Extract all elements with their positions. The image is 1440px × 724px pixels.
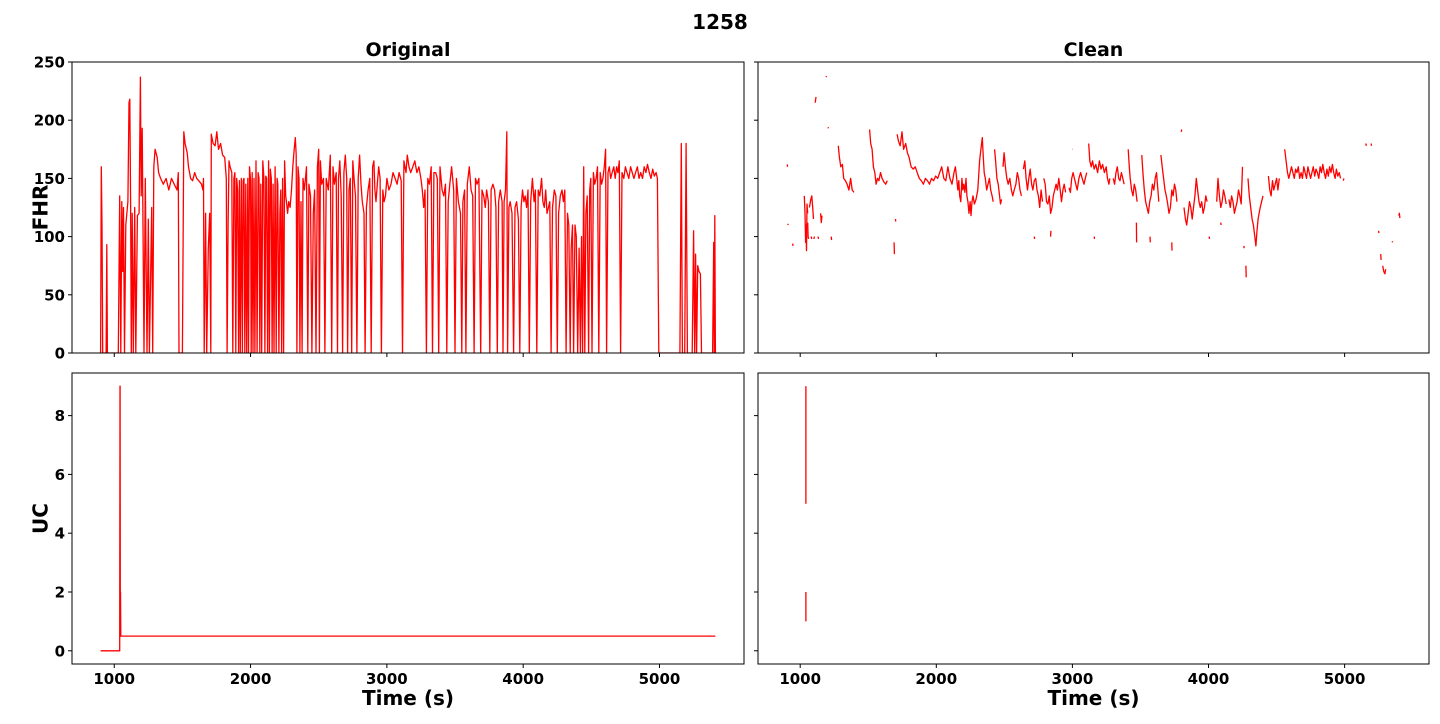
clean-fhr-trace-segment-9 (818, 237, 819, 239)
panel-clean-fhr: Clean (754, 39, 1429, 357)
clean-fhr-trace-segment-30 (1128, 149, 1137, 201)
clean-fhr-trace-segment-21 (1023, 161, 1042, 208)
clean-fhr-trace-segment-15 (870, 130, 888, 185)
clean-fhr-trace-segment-4 (808, 223, 809, 239)
clean-fhr-trace-segment-19 (995, 149, 1002, 204)
clean-fhr-trace-segment-47 (1343, 178, 1344, 180)
clean-fhr-trace-segment-27 (1089, 144, 1110, 185)
clean-uc-x-tick-label: 2000 (915, 670, 957, 688)
original-fhr-y-tick-label: 0 (55, 345, 65, 363)
clean-fhr-trace-segment-41 (1229, 167, 1243, 214)
original-fhr-y-tick-label: 50 (44, 286, 65, 304)
original-fhr-trace-segment-0 (101, 77, 716, 353)
original-uc-y-tick-label: 0 (55, 642, 65, 660)
clean-fhr-trace-segment-34 (1161, 155, 1177, 213)
plot-area (101, 386, 716, 651)
original-uc-y-tick-label: 6 (55, 466, 65, 484)
clean-fhr-axes-frame (758, 62, 1429, 353)
clean-fhr-trace-segment-32 (1142, 155, 1159, 213)
original-fhr-title: Original (365, 39, 450, 61)
clean-uc-x-axis-label: Time (s) (1047, 686, 1139, 710)
clean-uc-x-tick-label: 1000 (779, 670, 821, 688)
clean-fhr-trace-segment-25 (1069, 173, 1087, 193)
clean-uc-axes-frame (758, 373, 1429, 664)
clean-fhr-trace-segment-7 (814, 237, 815, 239)
original-fhr-axes-frame (72, 62, 744, 353)
original-uc-x-tick-label: 4000 (502, 670, 544, 688)
clean-fhr-trace-segment-8 (815, 97, 816, 103)
clean-fhr-trace-segment-20 (1003, 153, 1021, 196)
clean-fhr-trace-segment-22 (1044, 178, 1066, 213)
clean-fhr-trace-segment-44 (1248, 178, 1263, 246)
original-uc-x-axis-label: Time (s) (362, 686, 454, 710)
clean-fhr-trace-segment-6 (811, 237, 812, 239)
original-fhr-y-axis-label: FHR (29, 185, 53, 231)
original-uc-x-tick-label: 5000 (639, 670, 681, 688)
clean-fhr-trace-segment-18 (897, 132, 993, 216)
original-fhr-y-tick-label: 250 (34, 54, 65, 72)
clean-fhr-trace-segment-10 (821, 213, 822, 222)
clean-fhr-trace-segment-48 (1366, 144, 1367, 146)
original-uc-x-tick-label: 1000 (93, 670, 135, 688)
clean-uc-x-tick-label: 4000 (1188, 670, 1230, 688)
original-uc-y-axis-label: UC (29, 503, 53, 534)
clean-fhr-trace-segment-37 (1184, 178, 1207, 225)
original-uc-x-tick-label: 2000 (230, 670, 272, 688)
original-uc-y-tick-label: 2 (55, 583, 65, 601)
plot-area (101, 77, 716, 353)
clean-fhr-trace-segment-5 (809, 196, 813, 219)
original-fhr-y-tick-label: 200 (34, 112, 65, 130)
original-uc-trace-segment-0 (101, 386, 716, 651)
original-uc-axes-frame (72, 373, 744, 664)
original-uc-y-tick-label: 8 (55, 407, 65, 425)
clean-fhr-trace-segment-29 (1113, 167, 1124, 184)
clean-fhr-trace-segment-54 (1399, 213, 1400, 218)
clean-fhr-trace-segment-45 (1268, 176, 1279, 196)
plot-area (787, 76, 1400, 277)
clean-uc-x-tick-label: 5000 (1324, 670, 1366, 688)
clean-fhr-trace-segment-39 (1217, 178, 1227, 207)
clean-fhr-trace-segment-52 (1383, 266, 1386, 274)
clean-fhr-trace-segment-14 (838, 146, 854, 193)
clean-fhr-trace-segment-46 (1285, 149, 1341, 178)
figure-title: 1258 (692, 10, 748, 34)
clean-fhr-title: Clean (1064, 39, 1124, 61)
original-uc-y-tick-label: 4 (55, 525, 65, 543)
